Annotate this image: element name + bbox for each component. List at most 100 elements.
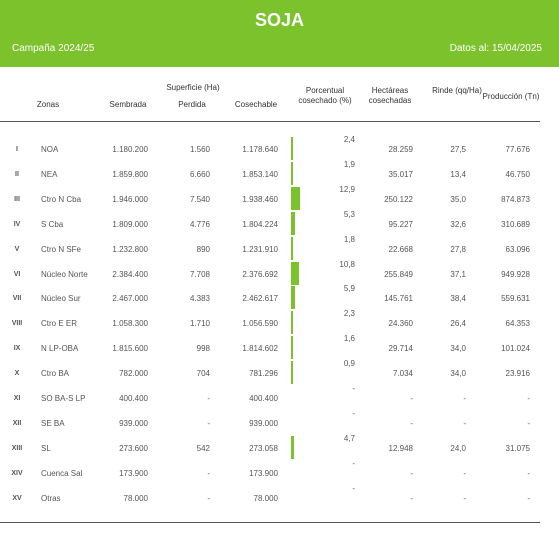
row-number: XIV <box>11 469 23 477</box>
cell: 12,9 <box>339 184 355 194</box>
cell: 782.000 <box>119 369 148 379</box>
cell: 1.710 <box>189 319 210 329</box>
cell: 1.814.602 <box>242 344 278 354</box>
cell: 949.928 <box>501 269 530 279</box>
column-header: Zonas <box>36 100 60 109</box>
row-number: VII <box>12 295 22 303</box>
harvest-bar <box>291 336 293 360</box>
cell: - <box>352 483 355 493</box>
cell: - <box>463 394 466 403</box>
cell: 255.849 <box>384 269 413 279</box>
cell: - <box>410 468 413 478</box>
row-number: XV <box>12 494 22 502</box>
cell: 29.714 <box>388 344 413 354</box>
row-number: XI <box>13 395 21 402</box>
cell: 2,3 <box>343 309 355 319</box>
column-header: Producción (Tn) <box>482 92 540 101</box>
cell: 6.660 <box>189 169 210 179</box>
cell: - <box>207 394 210 403</box>
cell: 27,5 <box>450 145 466 154</box>
cell: - <box>527 493 530 503</box>
cell: 22.668 <box>388 244 413 254</box>
cell: 101.024 <box>501 344 530 354</box>
cell: Ctro N Cba <box>41 194 82 204</box>
cell: - <box>410 493 413 503</box>
cell: 31.075 <box>505 443 530 453</box>
cell: 2.462.617 <box>242 294 278 304</box>
cell: 1.946.000 <box>112 194 148 204</box>
row-number: V <box>14 245 20 253</box>
cell: - <box>410 394 413 403</box>
cell: N LP-OBA <box>41 344 79 354</box>
cell: - <box>352 458 355 468</box>
group-header: Superficie (Ha) <box>166 83 220 92</box>
cell: 2.376.692 <box>242 269 278 279</box>
row-number: IV <box>13 220 21 228</box>
cell: 2.467.000 <box>112 294 148 304</box>
cell: 1,8 <box>343 234 355 244</box>
cell: 7.034 <box>392 369 413 379</box>
cell: - <box>207 468 210 478</box>
cell: 95.227 <box>388 219 413 229</box>
cell: 24.360 <box>388 319 413 329</box>
harvest-bar <box>291 186 301 210</box>
cell: SL <box>41 443 51 453</box>
row-number: XII <box>12 419 22 427</box>
cell: Cuenca Sal <box>41 468 83 478</box>
cell: 46.750 <box>505 169 530 179</box>
cell: - <box>207 493 210 503</box>
harvest-bar <box>291 361 293 385</box>
cell: SE BA <box>41 418 65 428</box>
cell: 1.180.200 <box>112 145 148 154</box>
bottom-rule <box>0 522 540 523</box>
cell: 13,4 <box>450 169 466 179</box>
title: SOJA <box>254 10 305 30</box>
harvest-bar <box>291 286 296 310</box>
cell: 38,4 <box>450 294 466 304</box>
cell: 1.058.300 <box>112 319 148 329</box>
row-number: VI <box>13 270 21 278</box>
cell: NOA <box>41 145 59 154</box>
cell: S Cba <box>41 219 64 229</box>
cell: Núcleo Sur <box>41 294 81 304</box>
cell: 1.232.800 <box>112 244 148 254</box>
cell: 250.122 <box>384 194 413 204</box>
cell: SO BA-S LP <box>41 394 86 403</box>
column-header: Hectáreas cosechadas <box>368 86 412 105</box>
harvest-bar <box>291 211 295 235</box>
harvest-bar <box>291 261 299 285</box>
cell: 78.000 <box>123 493 148 503</box>
harvest-bar <box>291 236 293 260</box>
cell: 23.916 <box>505 369 530 379</box>
cell: 34,0 <box>450 369 466 379</box>
cell: 939.000 <box>249 418 278 428</box>
row-number: III <box>14 195 20 203</box>
cell: 7.708 <box>189 269 210 279</box>
cell: NEA <box>41 169 58 179</box>
row-number: VIII <box>11 320 23 328</box>
cell: 26,4 <box>450 319 466 329</box>
cell: 1.809.000 <box>112 219 148 229</box>
cell: 998 <box>196 344 210 354</box>
cell: 1.231.910 <box>242 244 278 254</box>
cell: Ctro N SFe <box>41 244 82 254</box>
cell: 1,9 <box>343 159 355 169</box>
harvest-bar <box>291 161 293 185</box>
cell: 400.400 <box>119 394 148 403</box>
cell: 35,0 <box>450 194 466 204</box>
cell: 2,4 <box>343 135 355 144</box>
cell: 173.900 <box>119 468 148 478</box>
column-header: Rinde (qq/Ha) <box>432 86 482 95</box>
cell: - <box>527 394 530 403</box>
cell: 939.000 <box>119 418 148 428</box>
header-band <box>0 0 559 67</box>
cell: - <box>463 418 466 428</box>
cell: 37,1 <box>450 269 466 279</box>
cell: 1.938.460 <box>242 194 278 204</box>
cell: - <box>207 418 210 428</box>
harvest-bar <box>291 137 293 160</box>
cell: 24,0 <box>450 443 466 453</box>
cell: 273.600 <box>119 443 148 453</box>
cell: 1.178.640 <box>242 145 278 154</box>
